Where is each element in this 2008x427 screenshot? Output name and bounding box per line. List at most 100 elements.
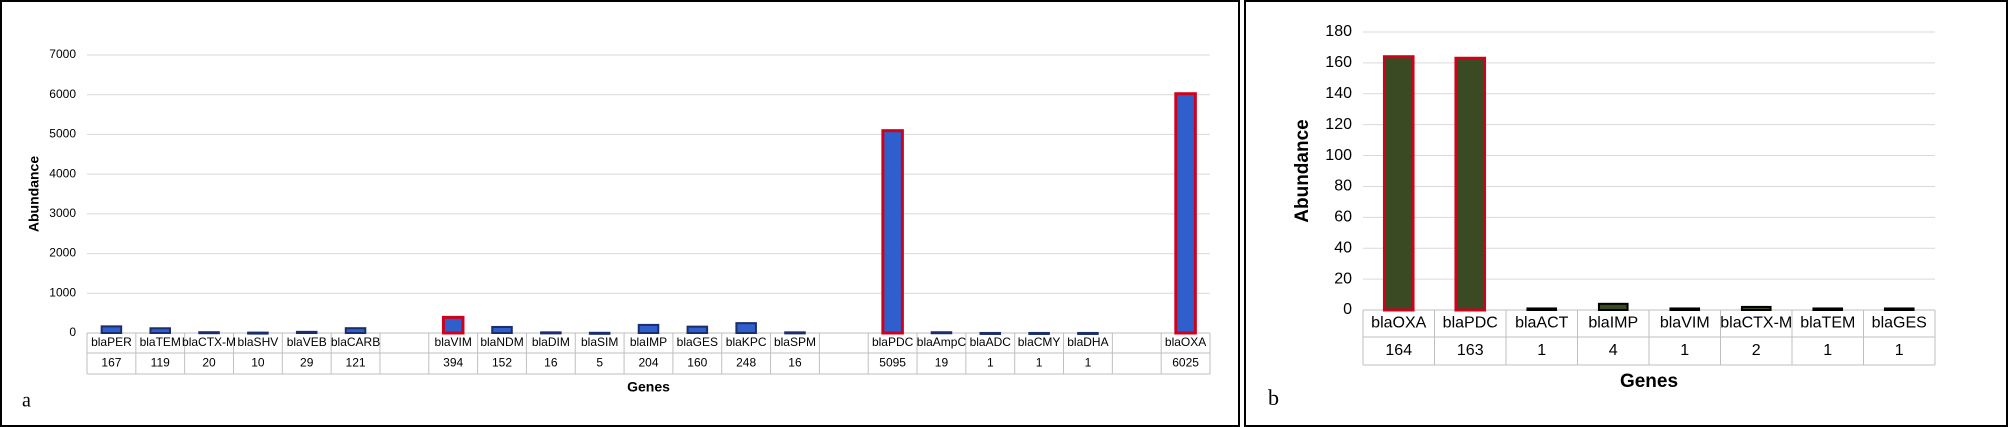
table-value: 121 [346, 356, 366, 370]
table-value: 1 [1680, 342, 1689, 359]
x-tick-label: blaIMP [1588, 315, 1638, 332]
x-tick-label: blaCMY [1018, 335, 1061, 349]
y-tick-label: 120 [1325, 116, 1352, 133]
y-tick-label: 2000 [49, 246, 76, 260]
panel-label: b [1268, 385, 1279, 410]
x-tick-label: blaKPC [726, 335, 767, 349]
y-tick-label: 160 [1325, 54, 1352, 71]
table-value: 164 [1385, 342, 1412, 359]
y-axis-label: Abundance [1292, 119, 1313, 222]
x-tick-label: blaOXA [1371, 315, 1426, 332]
x-tick-label: blaCTX-M [182, 335, 236, 349]
bar [1028, 331, 1050, 335]
table-value: 20 [202, 356, 216, 370]
bar [198, 331, 220, 335]
bar [247, 331, 269, 335]
bar [1454, 56, 1487, 312]
table-value: 6025 [1172, 356, 1199, 370]
x-tick-label: blaVIM [1660, 315, 1710, 332]
table-value: 10 [251, 356, 265, 370]
bar [881, 129, 904, 335]
x-tick-label: blaAmpC [917, 335, 967, 349]
x-tick-label: blaTEM [1800, 315, 1855, 332]
y-tick-label: 180 [1325, 23, 1352, 40]
panel-frame [0, 0, 1240, 427]
y-tick-label: 3000 [49, 206, 76, 220]
y-tick-label: 0 [69, 325, 76, 339]
table-value: 394 [443, 356, 463, 370]
x-tick-label: blaSPM [774, 335, 816, 349]
x-tick-label: blaPDC [1443, 315, 1498, 332]
y-tick-label: 140 [1325, 85, 1352, 102]
table-value: 29 [300, 356, 314, 370]
table-value: 204 [638, 356, 658, 370]
bar [1812, 307, 1844, 312]
bar [344, 327, 367, 335]
bar [637, 323, 660, 334]
x-tick-label: blaIMP [630, 335, 667, 349]
table-value: 1 [1036, 356, 1043, 370]
x-tick-label: blaDIM [532, 335, 570, 349]
table-value: 1 [1537, 342, 1546, 359]
bar [1883, 307, 1915, 312]
bar [735, 322, 757, 334]
bar [1077, 331, 1099, 335]
table-value: 2 [1752, 342, 1761, 359]
bar [295, 330, 318, 335]
y-tick-label: 4000 [49, 166, 76, 180]
x-tick-label: blaVEB [287, 335, 327, 349]
table-value: 4 [1609, 342, 1618, 359]
table-value: 1 [987, 356, 994, 370]
bar [100, 325, 123, 334]
x-tick-label: blaSIM [581, 335, 618, 349]
panel-frame [1244, 0, 2008, 427]
x-tick-label: blaCTX-M [1720, 315, 1792, 332]
y-tick-label: 80 [1334, 178, 1352, 195]
bar [979, 331, 1002, 335]
panel-label: a [22, 390, 31, 412]
table-value: 5 [596, 356, 603, 370]
y-axis-label: Abundance [26, 156, 42, 232]
table-value: 1 [1823, 342, 1832, 359]
table-value: 163 [1457, 342, 1484, 359]
bar [588, 331, 611, 335]
x-tick-label: blaVIM [435, 335, 472, 349]
x-tick-label: blaCARB [331, 335, 380, 349]
table-value: 19 [935, 356, 949, 370]
table-value: 167 [101, 356, 121, 370]
table-value: 160 [687, 356, 707, 370]
x-tick-label: blaPDC [872, 335, 914, 349]
y-tick-label: 40 [1334, 239, 1352, 256]
y-tick-label: 100 [1325, 147, 1352, 164]
table-value: 248 [736, 356, 756, 370]
bar [1526, 307, 1558, 312]
x-tick-label: blaADC [970, 335, 1012, 349]
table-value: 5095 [879, 356, 906, 370]
table-value: 16 [544, 356, 558, 370]
bar [1174, 92, 1197, 335]
bar [491, 325, 513, 335]
bar [441, 315, 465, 335]
bar [686, 325, 709, 335]
y-tick-label: 20 [1334, 270, 1352, 287]
table-value: 119 [151, 356, 170, 370]
bar [1382, 55, 1415, 312]
y-tick-label: 7000 [49, 47, 76, 61]
x-tick-label: blaPER [91, 335, 132, 349]
table-value: 1 [1085, 356, 1092, 370]
bar [930, 331, 953, 335]
table-value: 16 [788, 356, 802, 370]
x-tick-label: blaGES [1872, 315, 1927, 332]
bar [784, 331, 806, 335]
x-tick-label: blaOXA [1165, 335, 1206, 349]
table-value: 152 [492, 356, 512, 370]
x-axis-label: Genes [627, 379, 670, 395]
bar [540, 331, 562, 335]
x-axis-label: Genes [1620, 371, 1678, 392]
bar [149, 327, 172, 334]
x-tick-label: blaDHA [1067, 335, 1108, 349]
y-tick-label: 6000 [49, 87, 76, 101]
x-tick-label: blaGES [677, 335, 718, 349]
y-tick-label: 60 [1334, 209, 1352, 226]
